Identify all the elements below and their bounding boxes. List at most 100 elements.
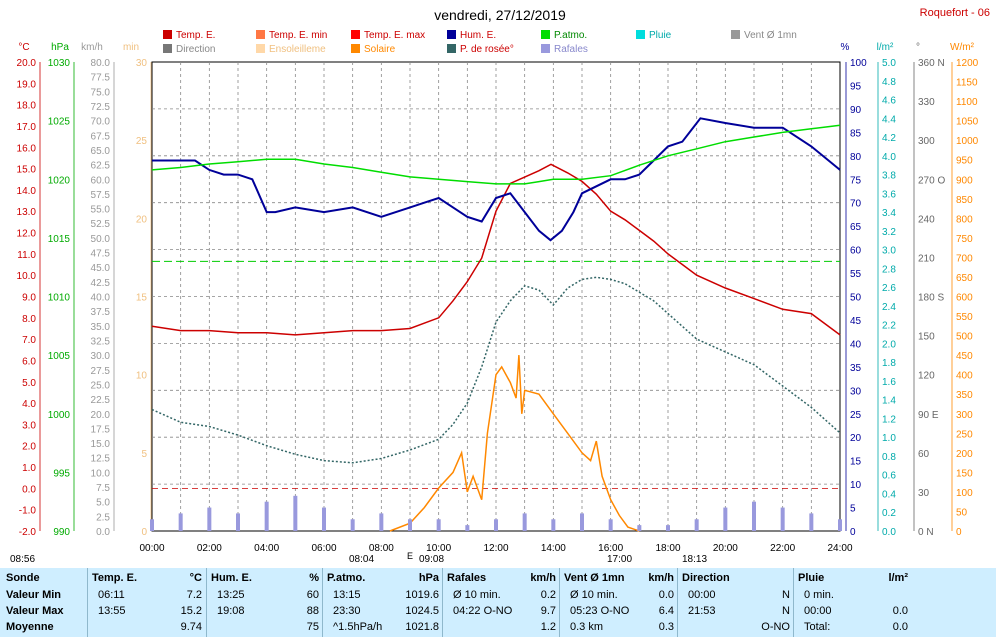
tick-label-wind: 20.0 (91, 410, 111, 421)
footer-cell-time: 00:00 (804, 605, 832, 617)
footer-cell-time: 13:55 (98, 605, 126, 617)
tick-label-hum: 0 (850, 527, 856, 538)
tick-label-rain: 2.2 (882, 321, 896, 332)
tick-label-wind: 52.5 (91, 219, 111, 230)
tick-label-wind: 15.0 (91, 439, 111, 450)
footer-cell-value: 1.2 (540, 621, 556, 633)
tick-label-rain: 3.8 (882, 171, 896, 182)
x-tick-label: 14:00 (541, 543, 566, 554)
footer-cell-time: 0.3 km (570, 621, 604, 633)
gust-bar (293, 495, 298, 531)
tick-label-temp: 15.0 (17, 165, 37, 176)
tick-label-wind: 2.5 (96, 512, 110, 523)
tick-label-press: 1020 (48, 175, 71, 186)
tick-label-temp: 1.0 (22, 463, 36, 474)
axis-unit-wind: km/h (81, 42, 103, 53)
tick-label-temp: 3.0 (22, 420, 36, 431)
tick-label-solar: 1100 (956, 97, 978, 108)
footer-cell-value: N (782, 589, 790, 601)
tick-label-hum: 30 (850, 386, 862, 397)
footer-cell-value: 1019.6 (405, 589, 439, 601)
time-sunset: 17:00 (607, 554, 632, 565)
footer-cell-value: 1021.8 (405, 621, 439, 633)
time-e-mark: E (407, 551, 413, 561)
tick-label-rain: 1.8 (882, 358, 896, 369)
legend-label: Hum. E. (460, 30, 496, 41)
tick-label-solar: 350 (956, 390, 973, 401)
footer-separator (793, 568, 794, 637)
footer-unit: hPa (418, 572, 439, 584)
tick-label-temp: 17.0 (17, 122, 37, 133)
gust-bar (666, 525, 670, 531)
tick-label-hum: 10 (850, 480, 862, 491)
tick-label-dir: 0 N (918, 527, 934, 538)
tick-label-rain: 0.8 (882, 452, 896, 463)
gust-bar (408, 519, 412, 531)
footer-cell-value: N (782, 605, 790, 617)
tick-label-hum: 75 (850, 175, 862, 186)
footer-cell-value: 88 (306, 605, 319, 617)
gust-bar (809, 513, 814, 531)
tick-label-solar: 850 (956, 195, 973, 206)
tick-label-sun: 0 (141, 527, 147, 538)
footer-cell-value: 0.0 (892, 621, 908, 633)
tick-label-temp: 4.0 (22, 399, 36, 410)
legend-swatch (351, 44, 360, 53)
gust-bar (379, 513, 384, 531)
legend-label: Temp. E. min (269, 30, 327, 41)
tick-label-wind: 40.0 (91, 293, 111, 304)
legend-label: Vent Ø 1mn (744, 30, 797, 41)
tick-label-solar: 100 (956, 488, 973, 499)
series-line (151, 163, 841, 336)
tick-label-sun: 20 (136, 214, 148, 225)
tick-label-wind: 67.5 (91, 131, 111, 142)
tick-label-temp: 5.0 (22, 378, 36, 389)
axis-unit-press: hPa (51, 42, 69, 53)
tick-label-press: 1015 (48, 234, 71, 245)
tick-label-solar: 0 (956, 527, 962, 538)
tick-label-wind: 37.5 (91, 307, 111, 318)
tick-label-sun: 30 (136, 58, 148, 69)
footer-cell-value: 1024.5 (405, 605, 439, 617)
footer-separator (206, 568, 207, 637)
footer-header: Rafales (447, 572, 487, 584)
chart-title: vendredi, 27/12/2019 (434, 7, 566, 23)
gust-bar (780, 507, 785, 531)
tick-label-hum: 90 (850, 105, 862, 116)
tick-label-wind: 30.0 (91, 351, 111, 362)
tick-label-wind: 7.5 (96, 483, 110, 494)
series-line (152, 117, 841, 242)
footer-row-label: Valeur Max (6, 605, 64, 617)
tick-label-hum: 85 (850, 128, 862, 139)
legend-label: Temp. E. max (364, 30, 425, 41)
tick-label-hum: 65 (850, 222, 862, 233)
tick-label-hum: 95 (850, 81, 862, 92)
tick-label-rain: 4.2 (882, 133, 896, 144)
x-tick-label: 06:00 (311, 543, 336, 554)
footer-separator (442, 568, 443, 637)
tick-label-temp: 0.0 (22, 484, 36, 495)
tick-label-temp: -1.0 (19, 506, 37, 517)
tick-label-dir: 210 (918, 253, 935, 264)
tick-label-wind: 47.5 (91, 249, 111, 260)
gust-bar (178, 513, 183, 531)
series-line (389, 355, 640, 532)
tick-label-hum: 55 (850, 269, 862, 280)
gust-bar (723, 507, 728, 531)
station-name: Roquefort - 06 (920, 7, 990, 19)
tick-label-temp: 6.0 (22, 356, 36, 367)
tick-label-hum: 20 (850, 433, 862, 444)
tick-label-dir: 180 S (918, 293, 944, 304)
tick-label-dir: 270 O (918, 175, 945, 186)
footer-cell-value: 60 (306, 589, 319, 601)
tick-label-solar: 1150 (956, 78, 978, 89)
tick-label-wind: 10.0 (91, 468, 111, 479)
footer-cell-value: O-NO (761, 621, 790, 633)
tick-label-solar: 150 (956, 468, 973, 479)
tick-label-sun: 15 (136, 293, 148, 304)
tick-label-press: 1000 (48, 410, 71, 421)
tick-label-solar: 650 (956, 273, 973, 284)
footer-header: Pluie (798, 572, 825, 584)
footer-header: Temp. E. (92, 572, 138, 584)
tick-label-wind: 32.5 (91, 336, 111, 347)
